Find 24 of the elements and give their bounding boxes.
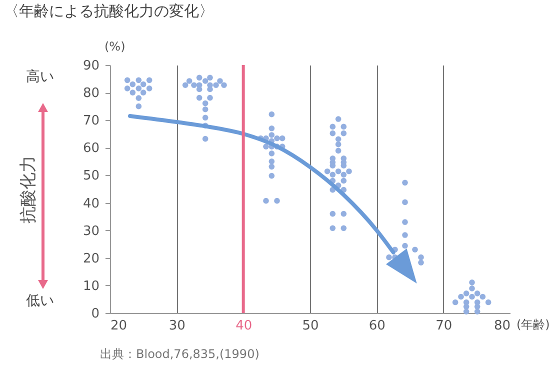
y-axis-title: (%) (104, 40, 126, 54)
y-tick-label: 0 (91, 306, 100, 322)
y-tick-label: 40 (82, 196, 100, 212)
x-tick-label: 50 (302, 318, 319, 334)
y-tick-label: 70 (82, 114, 100, 129)
y-tick-label: 60 (82, 141, 100, 156)
y-tick-label: 20 (82, 251, 100, 266)
text: 低い (26, 292, 54, 310)
text: 抗酸化力 (18, 156, 40, 224)
x-tick-label: 40 (236, 318, 252, 334)
y-tick-label: 30 (82, 224, 100, 239)
x-tick-label: 20 (110, 318, 128, 334)
y-tick-label: 80 (82, 86, 100, 102)
x-tick-label: 60 (368, 318, 386, 334)
source-note: 出典：Blood,76,835,(1990) (100, 346, 260, 363)
chart-title: 〈年齢による抗酸化力の変化〉 (4, 2, 214, 21)
text: 高い (26, 68, 54, 86)
y-tick-label: 10 (82, 278, 100, 294)
x-tick-label: 70 (436, 318, 452, 334)
x-tick-label: 30 (168, 318, 186, 334)
x-tick-label: 80 (494, 318, 510, 334)
y-tick-label: 90 (82, 58, 100, 74)
y-tick-label: 50 (82, 168, 100, 184)
x-axis-title: (年齢) (516, 318, 550, 332)
